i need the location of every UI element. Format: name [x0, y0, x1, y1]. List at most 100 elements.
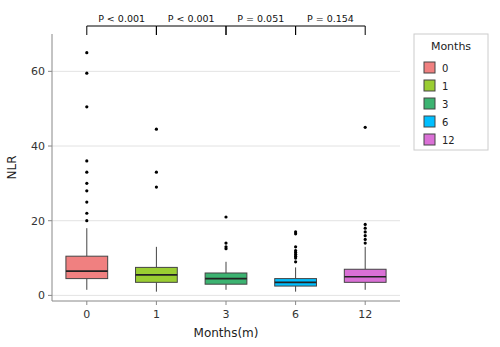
whisker-high — [86, 228, 87, 256]
x-tick — [365, 301, 366, 305]
marks — [66, 51, 386, 292]
bracket-tick — [295, 26, 296, 35]
bracket-tick — [86, 26, 87, 35]
outlier — [364, 242, 367, 245]
bracket — [226, 26, 296, 27]
y-tick — [48, 295, 52, 296]
y-tick-label: 0 — [38, 289, 45, 302]
outlier — [85, 219, 88, 222]
outlier — [364, 223, 367, 226]
whisker-high — [365, 247, 366, 269]
x-tick-label: 6 — [292, 308, 299, 321]
outlier — [155, 186, 158, 189]
outlier — [85, 105, 88, 108]
box — [136, 267, 178, 282]
median — [66, 270, 108, 272]
x-tick-label: 3 — [223, 308, 230, 321]
chart: 0204060013612Months(m)NLRP < 0.001P < 0.… — [0, 0, 500, 347]
p-value: P < 0.001 — [168, 13, 215, 24]
outlier — [224, 215, 227, 218]
outlier — [85, 189, 88, 192]
x-tick-label: 12 — [358, 308, 372, 321]
grid-line — [52, 146, 400, 147]
x-tick — [86, 301, 87, 305]
legend-swatch — [424, 80, 435, 91]
outlier — [155, 171, 158, 174]
bracket — [156, 26, 226, 27]
bracket-tick — [295, 26, 296, 35]
p-value: P = 0.051 — [237, 13, 284, 24]
outlier — [364, 234, 367, 237]
x-tick — [156, 301, 157, 305]
outlier — [224, 245, 227, 248]
legend: Months013612 — [414, 34, 488, 150]
legend-frame — [414, 34, 488, 150]
bracket-tick — [156, 26, 157, 35]
p-value: P < 0.001 — [98, 13, 145, 24]
y-tick — [48, 146, 52, 147]
whisker-low — [156, 282, 157, 291]
outlier — [85, 72, 88, 75]
median — [205, 278, 247, 280]
outlier — [364, 227, 367, 230]
whisker-low — [86, 279, 87, 290]
x-tick-label: 0 — [83, 308, 90, 321]
outlier — [294, 260, 297, 263]
outlier — [224, 242, 227, 245]
outlier — [364, 238, 367, 241]
whisker-high — [156, 247, 157, 268]
box — [66, 256, 108, 278]
box — [275, 279, 317, 286]
y-tick-label: 60 — [31, 65, 45, 78]
y-tick — [48, 71, 52, 72]
outlier — [85, 212, 88, 215]
legend-swatch — [424, 134, 435, 145]
median — [275, 282, 317, 284]
whisker-high — [226, 262, 227, 273]
whisker-high — [295, 267, 296, 278]
x-tick-label: 1 — [153, 308, 160, 321]
y-axis — [52, 34, 53, 301]
y-tick — [48, 220, 52, 221]
x-tick — [226, 301, 227, 305]
legend-swatch — [424, 62, 435, 73]
outlier — [294, 249, 297, 252]
x-axis-label: Months(m) — [194, 326, 259, 340]
outlier — [294, 245, 297, 248]
p-value: P = 0.154 — [307, 13, 354, 24]
legend-swatch — [424, 116, 435, 127]
legend-label: 12 — [442, 135, 455, 146]
y-axis-label: NLR — [5, 156, 19, 180]
grid-line — [52, 220, 400, 221]
whisker-low — [295, 286, 296, 292]
outlier — [85, 51, 88, 54]
legend-title: Months — [431, 40, 471, 53]
outlier — [155, 128, 158, 131]
legend-label: 3 — [442, 99, 448, 110]
whisker-low — [226, 284, 227, 290]
legend-label: 0 — [442, 63, 448, 74]
grid-line — [52, 71, 400, 72]
outlier — [364, 230, 367, 233]
bracket — [296, 26, 366, 27]
outlier — [85, 171, 88, 174]
outlier — [85, 200, 88, 203]
y-tick-label: 20 — [31, 215, 45, 228]
outlier — [294, 230, 297, 233]
median — [136, 274, 178, 276]
outlier — [364, 126, 367, 129]
whisker-low — [365, 282, 366, 289]
bracket-tick — [156, 26, 157, 35]
legend-swatch — [424, 98, 435, 109]
bracket-tick — [365, 26, 366, 35]
bracket-tick — [226, 26, 227, 35]
bracket — [87, 26, 157, 27]
bracket-tick — [226, 26, 227, 35]
grid-line — [52, 295, 400, 296]
median — [344, 276, 386, 278]
legend-label: 6 — [442, 117, 448, 128]
box — [344, 269, 386, 282]
y-tick-label: 40 — [31, 140, 45, 153]
outlier — [85, 159, 88, 162]
box — [205, 273, 247, 284]
